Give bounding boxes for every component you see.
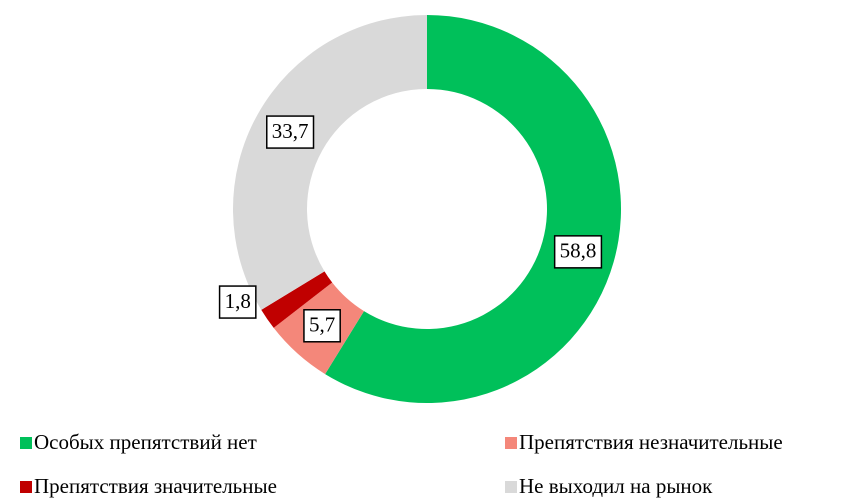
legend-label: Препятствия незначительные <box>519 430 783 454</box>
data-label: 58,8 <box>560 239 597 263</box>
data-label-box <box>218 285 257 319</box>
legend-label: Не выходил на рынок <box>519 474 713 498</box>
data-label-box <box>303 309 341 343</box>
donut-segment <box>261 271 333 328</box>
donut-segment <box>325 15 622 404</box>
data-label: 5,7 <box>309 313 335 337</box>
legend-swatch <box>20 481 32 493</box>
data-label-box <box>553 235 603 269</box>
donut-segment <box>233 15 427 310</box>
legend-label: Особых препятствий нет <box>34 430 257 454</box>
data-label: 1,8 <box>225 289 251 313</box>
legend-swatch <box>505 481 517 493</box>
data-label-box <box>266 115 315 149</box>
legend-swatch <box>505 437 517 449</box>
data-label: 33,7 <box>272 119 309 143</box>
legend-label: Препятствия значительные <box>34 474 277 498</box>
legend-swatch <box>20 437 32 449</box>
